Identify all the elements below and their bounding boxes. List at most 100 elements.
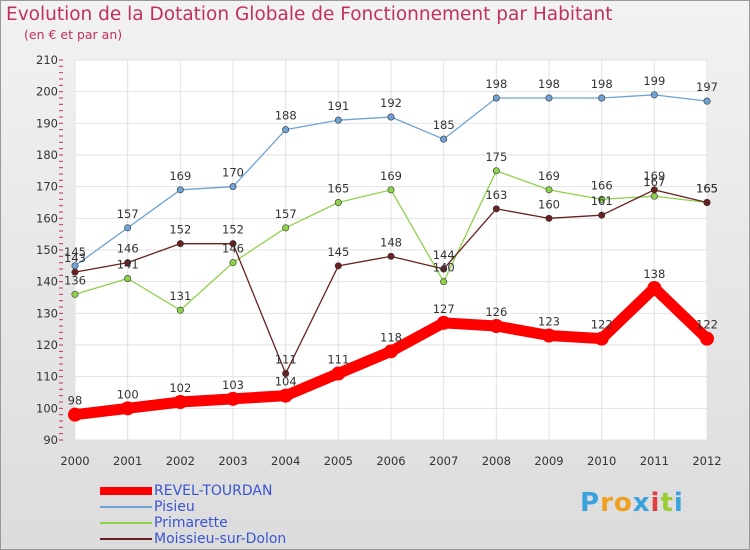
data-point — [387, 252, 395, 260]
data-point — [124, 259, 132, 267]
data-point — [703, 97, 711, 105]
y-tick-label: 110 — [36, 370, 58, 384]
data-label: 146 — [222, 242, 244, 256]
data-label: 165 — [696, 182, 718, 196]
data-point — [124, 274, 132, 282]
legend-label: REVEL-TOURDAN — [154, 483, 273, 499]
data-point — [120, 401, 135, 416]
y-tick-label: 150 — [36, 243, 58, 257]
data-point — [703, 199, 711, 207]
data-point — [700, 331, 714, 346]
data-label: 163 — [485, 188, 507, 202]
data-point — [226, 391, 240, 406]
data-label: 169 — [380, 169, 402, 183]
x-tick-label: 2004 — [271, 454, 300, 468]
data-label: 198 — [591, 77, 613, 91]
y-tick-label: 210 — [36, 53, 58, 67]
data-point — [176, 306, 184, 314]
x-tick-label: 2005 — [324, 454, 353, 468]
data-point — [489, 319, 504, 333]
legend-label: Moissieu-sur-Dolon — [154, 531, 287, 547]
data-label: 98 — [68, 394, 83, 408]
data-point — [650, 192, 658, 200]
x-tick-label: 2006 — [376, 454, 405, 468]
data-point — [387, 186, 395, 194]
data-label: 122 — [591, 318, 613, 332]
data-label: 199 — [643, 74, 665, 88]
data-point — [594, 331, 609, 346]
data-label: 143 — [64, 251, 86, 265]
data-label: 166 — [591, 178, 613, 192]
data-label: 127 — [433, 302, 455, 316]
y-tick-label: 170 — [36, 180, 58, 194]
data-label: 157 — [117, 207, 139, 221]
data-label: 138 — [643, 267, 665, 281]
data-point — [545, 186, 553, 194]
logo-letter: t — [660, 488, 674, 518]
data-point — [229, 240, 237, 248]
y-tick-label: 90 — [43, 433, 58, 447]
data-label: 169 — [643, 169, 665, 183]
data-point — [282, 224, 290, 232]
data-point — [334, 199, 342, 207]
data-label: 122 — [696, 318, 718, 332]
data-label: 152 — [169, 223, 191, 237]
data-point — [176, 240, 184, 248]
y-tick-label: 200 — [36, 85, 58, 99]
legend-swatch — [100, 506, 152, 508]
logo-letter: r — [600, 488, 614, 518]
data-label: 144 — [433, 248, 455, 262]
y-tick-label: 100 — [36, 401, 58, 415]
logo-letter: i — [673, 488, 684, 518]
x-tick-label: 2007 — [429, 454, 458, 468]
data-label: 197 — [696, 80, 718, 94]
data-label: 160 — [538, 197, 560, 211]
data-point — [492, 205, 500, 213]
x-tick-label: 2000 — [60, 454, 89, 468]
data-label: 145 — [327, 245, 349, 259]
x-tick-label: 2009 — [534, 454, 563, 468]
data-label: 175 — [485, 150, 507, 164]
data-label: 145 — [64, 245, 86, 259]
y-tick-label: 190 — [36, 116, 58, 130]
data-point — [440, 135, 448, 143]
legend-label: Primarette — [154, 515, 228, 531]
data-point — [384, 344, 398, 359]
data-point — [436, 315, 451, 330]
data-label: 165 — [696, 182, 718, 196]
data-point — [173, 395, 188, 409]
data-point — [229, 259, 237, 267]
data-point — [176, 186, 184, 194]
y-tick-label: 140 — [36, 275, 58, 289]
data-label: 192 — [380, 96, 402, 110]
data-label: 198 — [485, 77, 507, 91]
data-point — [71, 290, 79, 298]
data-point — [71, 268, 79, 276]
data-point — [598, 94, 606, 102]
data-point — [647, 281, 662, 295]
data-point — [545, 214, 553, 222]
data-point — [334, 116, 342, 124]
data-label: 185 — [433, 118, 455, 132]
x-tick-label: 2011 — [640, 454, 669, 468]
data-point — [650, 91, 658, 99]
data-point — [331, 366, 346, 381]
data-label: 157 — [275, 207, 297, 221]
legend-swatch — [100, 487, 152, 495]
x-tick-label: 2010 — [587, 454, 616, 468]
data-label: 170 — [222, 166, 244, 180]
data-label: 126 — [485, 305, 507, 319]
data-label: 136 — [64, 273, 86, 287]
x-tick-label: 2003 — [218, 454, 247, 468]
data-label: 191 — [327, 99, 349, 113]
data-label: 188 — [275, 109, 297, 123]
data-label: 111 — [275, 353, 297, 367]
logo-letter: x — [632, 488, 651, 518]
data-point — [492, 94, 500, 102]
x-tick-label: 2002 — [166, 454, 195, 468]
data-label: 152 — [222, 223, 244, 237]
data-label: 161 — [591, 194, 613, 208]
data-label: 103 — [222, 378, 244, 392]
data-label: 146 — [117, 242, 139, 256]
x-tick-label: 2008 — [482, 454, 511, 468]
